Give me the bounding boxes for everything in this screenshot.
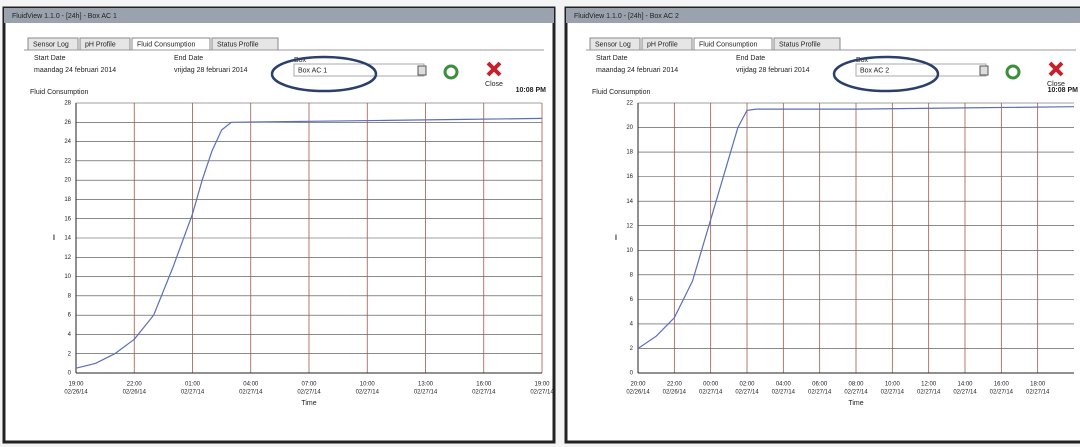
end-date[interactable]: vrijdag 28 februari 2014 — [174, 67, 248, 74]
y-tick-label: 14 — [626, 199, 633, 205]
x-tick-date: 02/27/14 — [1026, 390, 1050, 396]
x-tick-date: 02/26/14 — [123, 390, 147, 396]
start-date[interactable]: maandag 24 februari 2014 — [596, 67, 678, 74]
tab-label[interactable]: pH Profile — [85, 41, 116, 48]
close-label[interactable]: Close — [485, 81, 503, 88]
x-tick-label: 12:00 — [921, 382, 937, 388]
x-tick-label: 22:00 — [667, 382, 683, 388]
x-tick-date: 02/27/14 — [181, 390, 205, 396]
y-tick-label: 22 — [626, 101, 633, 107]
y-tick-label: 18 — [626, 150, 633, 156]
y-tick-label: 28 — [64, 101, 71, 107]
x-tick-date: 02/27/14 — [297, 390, 321, 396]
y-axis-label: l — [53, 235, 55, 242]
x-tick-label: 20:00 — [630, 382, 646, 388]
y-tick-label: 20 — [64, 178, 71, 184]
y-tick-label: 16 — [626, 174, 633, 180]
y-tick-label: 18 — [64, 197, 71, 203]
x-tick-label: 02:00 — [739, 382, 755, 388]
x-tick-label: 22:00 — [127, 382, 143, 388]
x-tick-label: 18:00 — [1030, 382, 1046, 388]
x-tick-date: 02/27/14 — [953, 390, 977, 396]
y-tick-label: 26 — [64, 120, 71, 126]
x-tick-label: 08:00 — [848, 382, 864, 388]
y-tick-label: 10 — [64, 274, 71, 280]
chart-title: Fluid Consumption — [592, 89, 650, 96]
y-tick-label: 14 — [64, 236, 71, 242]
select-arrow[interactable] — [980, 66, 988, 75]
x-tick-label: 19:00 — [534, 382, 550, 388]
x-tick-date: 02/27/14 — [917, 390, 941, 396]
x-tick-label: 19:00 — [68, 382, 84, 388]
y-tick-label: 22 — [64, 158, 71, 164]
x-tick-date: 02/27/14 — [772, 390, 796, 396]
x-axis-label: Time — [301, 400, 316, 407]
tab-label[interactable]: Fluid Consumption — [137, 41, 195, 48]
end-date-label: End Date — [174, 55, 203, 62]
x-tick-label: 07:00 — [301, 382, 317, 388]
end-date[interactable]: vrijdag 28 februari 2014 — [736, 67, 810, 74]
clock: 10:08 PM — [516, 87, 547, 94]
chart-title: Fluid Consumption — [30, 89, 88, 96]
y-tick-label: 12 — [626, 223, 633, 229]
y-tick-label: 10 — [626, 248, 633, 254]
x-tick-date: 02/26/14 — [64, 390, 88, 396]
x-tick-date: 02/26/14 — [626, 390, 650, 396]
y-tick-label: 24 — [64, 139, 71, 145]
tab-label[interactable]: Sensor Log — [33, 41, 69, 48]
box-value[interactable]: Box AC 1 — [298, 67, 327, 74]
x-tick-date: 02/27/14 — [844, 390, 868, 396]
x-axis-label: Time — [848, 400, 863, 407]
box-value[interactable]: Box AC 2 — [860, 67, 889, 74]
x-tick-date: 02/27/14 — [699, 390, 723, 396]
x-tick-date: 02/27/14 — [472, 390, 496, 396]
y-tick-label: 20 — [626, 125, 633, 131]
end-date-label: End Date — [736, 55, 765, 62]
select-arrow[interactable] — [418, 66, 426, 75]
y-axis-label: l — [615, 235, 617, 242]
window-title: FluidView 1.1.0 - [24h] - Box AC 2 — [574, 13, 679, 20]
x-tick-date: 02/27/14 — [239, 390, 263, 396]
x-tick-date: 02/27/14 — [881, 390, 905, 396]
x-tick-label: 13:00 — [418, 382, 434, 388]
x-tick-label: 00:00 — [703, 382, 719, 388]
x-tick-date: 02/27/14 — [990, 390, 1014, 396]
x-tick-date: 02/27/14 — [735, 390, 759, 396]
y-tick-label: 16 — [64, 216, 71, 222]
tab-label[interactable]: Status Profile — [779, 41, 821, 48]
x-tick-label: 10:00 — [360, 382, 376, 388]
tab-label[interactable]: Sensor Log — [595, 41, 631, 48]
tab-label[interactable]: Fluid Consumption — [699, 41, 757, 48]
start-date[interactable]: maandag 24 februari 2014 — [34, 67, 116, 74]
x-tick-label: 16:00 — [994, 382, 1010, 388]
tab-label[interactable]: Status Profile — [217, 41, 259, 48]
x-tick-label: 16:00 — [476, 382, 492, 388]
x-tick-date: 02/27/14 — [530, 390, 554, 396]
x-tick-label: 14:00 — [957, 382, 973, 388]
x-tick-label: 04:00 — [776, 382, 792, 388]
window-title: FluidView 1.1.0 - [24h] - Box AC 1 — [12, 13, 117, 20]
y-tick-label: 12 — [64, 255, 71, 261]
start-date-label: Start Date — [34, 55, 66, 62]
tab-label[interactable]: pH Profile — [647, 41, 678, 48]
start-date-label: Start Date — [596, 55, 628, 62]
x-tick-date: 02/27/14 — [808, 390, 832, 396]
x-tick-label: 01:00 — [185, 382, 201, 388]
clock: 10:08 PM — [1048, 87, 1079, 94]
x-tick-label: 04:00 — [243, 382, 259, 388]
x-tick-date: 02/26/14 — [663, 390, 687, 396]
x-tick-date: 02/27/14 — [356, 390, 380, 396]
x-tick-label: 06:00 — [812, 382, 828, 388]
x-tick-date: 02/27/14 — [414, 390, 438, 396]
x-tick-label: 10:00 — [885, 382, 901, 388]
screenshot: FluidView 1.1.0 - [24h] - Box AC 1 Sensor… — [0, 0, 1080, 447]
